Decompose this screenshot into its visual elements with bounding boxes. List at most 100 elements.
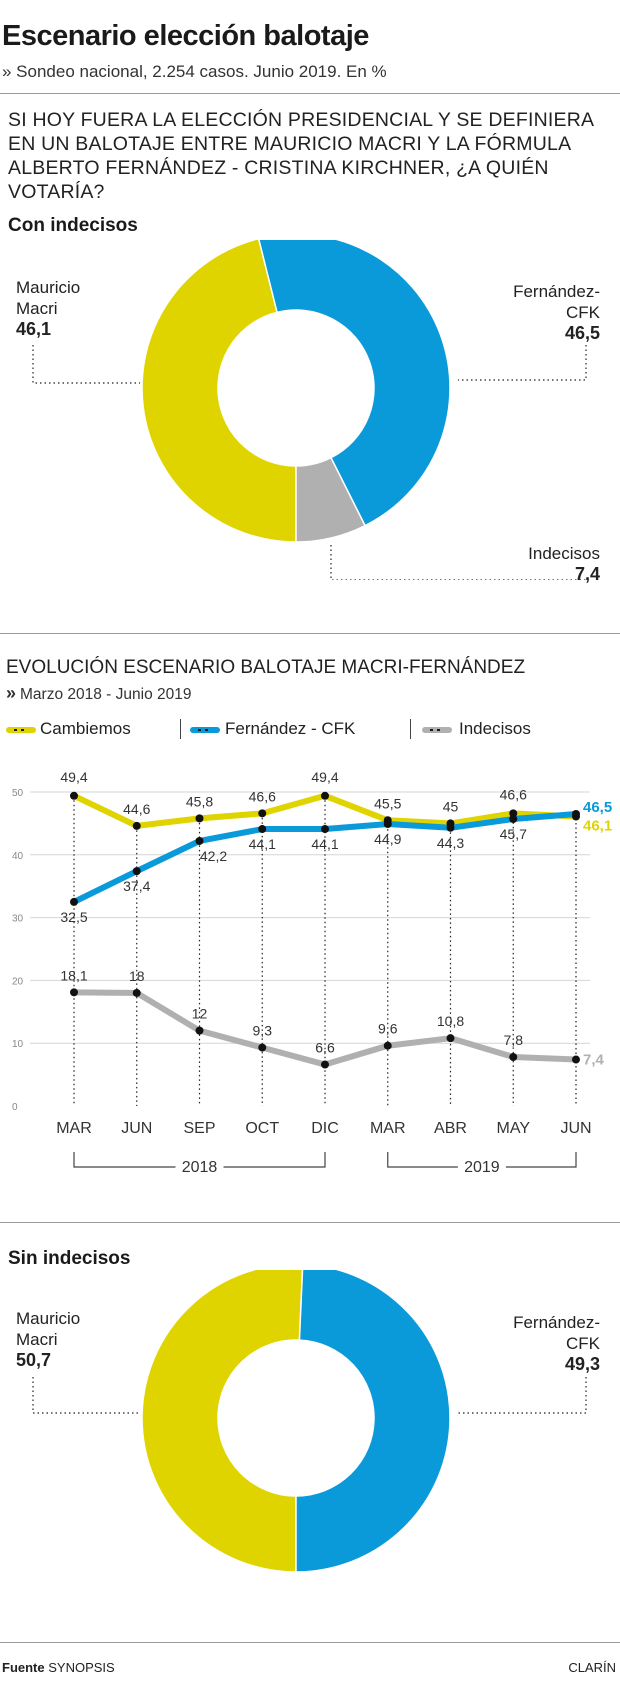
x-tick-label: ABR — [434, 1120, 467, 1137]
x-tick-label: JUN — [121, 1120, 152, 1137]
data-label-fernandez: 44,1 — [249, 836, 276, 852]
footer-source: Fuente SYNOPSIS — [2, 1660, 115, 1675]
legend-fernandez-icon — [190, 727, 220, 733]
point-fernandez — [258, 825, 267, 834]
line-chart-grid — [30, 791, 590, 1044]
data-label-indecisos: 18,1 — [60, 967, 87, 983]
donut1-label-macri-line2: Macri — [16, 299, 58, 318]
point-indecisos — [446, 1034, 455, 1043]
year-bracket — [73, 1152, 326, 1168]
donut2-value-fernandez: 49,3 — [564, 1354, 600, 1374]
data-label-cambiemos: 49,4 — [311, 770, 338, 785]
line-chart-series — [70, 791, 580, 1069]
data-label-cambiemos: 44,6 — [123, 801, 150, 817]
line-chart-x-ticks: MAR JUN SEP OCT DIC MAR ABR MAY JUN — [56, 1120, 591, 1137]
data-label-fernandez: 46,5 — [583, 799, 612, 816]
data-label-fernandez: 44,3 — [437, 835, 464, 851]
leader-line-fernandez — [458, 345, 587, 381]
donut1-slices — [141, 240, 451, 543]
point-cambiemos — [195, 814, 204, 823]
survey-question: SI HOY FUERA LA ELECCIÓN PRESIDENCIAL Y … — [8, 109, 594, 203]
line-chart-y-ticks: 0 10 20 30 40 50 — [12, 788, 24, 1113]
point-fernandez — [132, 867, 141, 876]
donut-slice-fernndezcfk — [258, 240, 451, 527]
x-tick-label: JUN — [560, 1120, 591, 1137]
point-cambiemos — [70, 791, 78, 800]
point-cambiemos — [132, 821, 141, 830]
data-label-cambiemos: 46,6 — [249, 788, 276, 804]
donut2-chart — [32, 1270, 587, 1573]
donut2-label-fernandez-line1: Fernández- — [513, 1313, 600, 1332]
line-chart-subtitle: » Marzo 2018 - Junio 2019 — [6, 683, 191, 704]
line-chart-title: EVOLUCIÓN ESCENARIO BALOTAJE MACRI-FERNÁ… — [6, 657, 526, 678]
leader-line-fernandez — [458, 1377, 587, 1414]
data-label-fernandez: 37,4 — [123, 878, 150, 894]
divider — [0, 633, 620, 634]
point-fernandez — [383, 820, 392, 829]
donut2-label-macri-line2: Macri — [16, 1330, 58, 1349]
divider — [0, 93, 620, 94]
page-title: Escenario elección balotaje — [2, 20, 369, 52]
donut2-label-macri: Mauricio Macri 50,7 — [16, 1308, 80, 1371]
y-tick-label: 20 — [12, 976, 24, 987]
point-fernandez — [446, 823, 455, 832]
donut1-label-indecisos: Indecisos 7,4 — [528, 543, 600, 585]
legend-cambiemos: Cambiemos — [40, 719, 131, 738]
data-label-indecisos: 7,8 — [504, 1032, 524, 1048]
footer-source-name: SYNOPSIS — [48, 1660, 115, 1675]
donut-slice-mauricio — [141, 240, 297, 543]
donut1-title: Con indecisos — [8, 215, 138, 236]
line-chart-data-labels: 49,4 44,6 45,8 46,6 49,4 45,5 45 46,6 46,1 32,5 37… — [60, 770, 612, 1069]
leader-line-macri — [32, 345, 140, 384]
donut1-label-macri-line1: Mauricio — [16, 278, 81, 297]
point-fernandez — [321, 825, 329, 834]
point-indecisos — [321, 1060, 329, 1069]
point-indecisos — [258, 1043, 267, 1052]
point-cambiemos — [258, 809, 267, 818]
x-tick-label: MAR — [56, 1120, 92, 1137]
donut-slice-fernndezcfk — [295, 1270, 451, 1573]
point-cambiemos — [509, 809, 518, 818]
donut1-chart — [32, 240, 587, 580]
data-label-indecisos: 10,8 — [437, 1013, 464, 1029]
point-fernandez — [509, 815, 518, 824]
data-label-cambiemos: 45,8 — [186, 793, 213, 809]
point-indecisos — [383, 1041, 392, 1050]
line-chart-subtitle-text: Marzo 2018 - Junio 2019 — [20, 686, 192, 703]
donut1-label-fernandez-line1: Fernández- — [513, 282, 600, 301]
donut-slice-mauricio — [141, 1270, 304, 1573]
donut2-label-fernandez: Fernández- CFK 49,3 — [513, 1312, 600, 1375]
legend-indecisos-icon — [422, 727, 452, 733]
legend-cambiemos-icon — [6, 727, 36, 733]
line-chart: 0 10 20 30 40 50 49,4 44,6 45,8 46,6 49,4 45,5 45 46… — [12, 770, 612, 1176]
x-tick-label: SEP — [183, 1120, 215, 1137]
data-label-cambiemos: 45,5 — [374, 795, 401, 811]
footer-brand: CLARÍN — [568, 1660, 616, 1675]
donut1-label-fernandez-line2: CFK — [566, 303, 600, 322]
footer-source-label: Fuente — [2, 1660, 45, 1675]
donut1-label-indecisos-line1: Indecisos — [528, 544, 600, 563]
donut2-slices — [141, 1270, 451, 1573]
data-label-fernandez: 42,2 — [200, 848, 227, 864]
point-indecisos — [572, 1055, 580, 1064]
data-label-fernandez: 32,5 — [60, 909, 87, 925]
data-label-cambiemos: 45 — [443, 798, 459, 814]
y-tick-label: 30 — [12, 914, 24, 925]
point-indecisos — [70, 988, 78, 997]
legend-fernandez: Fernández - CFK — [225, 719, 356, 738]
y-tick-label: 10 — [12, 1039, 24, 1050]
legend-separator — [180, 719, 181, 739]
data-label-indecisos: 6,6 — [315, 1040, 335, 1056]
point-indecisos — [509, 1053, 518, 1062]
data-label-indecisos: 9,3 — [253, 1023, 273, 1039]
year-label: 2018 — [182, 1159, 218, 1176]
y-tick-label: 0 — [12, 1102, 18, 1113]
x-tick-label: MAY — [497, 1120, 531, 1137]
point-indecisos — [132, 988, 141, 997]
data-label-cambiemos: 49,4 — [60, 770, 87, 785]
year-label: 2019 — [464, 1159, 500, 1176]
page-subtitle: » Sondeo nacional, 2.254 casos. Junio 20… — [2, 62, 387, 81]
data-label-indecisos: 9,6 — [378, 1021, 398, 1037]
line-chart-year-groups: 2018 2019 — [73, 1152, 577, 1176]
data-label-cambiemos: 46,1 — [583, 817, 612, 834]
